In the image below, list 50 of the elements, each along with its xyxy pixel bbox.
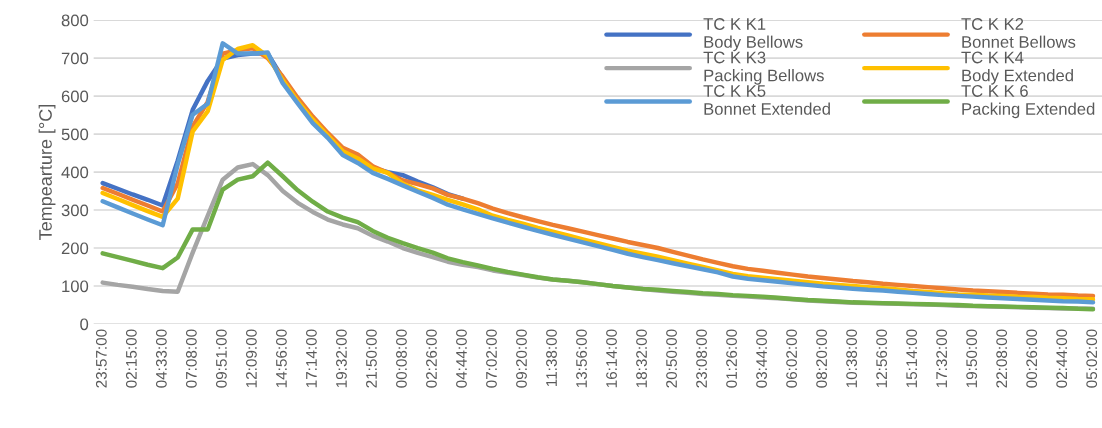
x-tick-label: 05:02:00 (1086, 329, 1098, 388)
y-tick-label: 600 (61, 90, 89, 103)
x-tick-label: 17:14:00 (306, 329, 317, 388)
legend-label: TC K K1 Body Bellows (703, 18, 803, 52)
x-tick-label: 10:38:00 (846, 329, 858, 388)
legend-label: TC K K5 Bonnet Extended (703, 85, 830, 115)
x-tick-label: 22:08:00 (996, 329, 1008, 388)
x-tick-label: 02:44:00 (1056, 329, 1068, 388)
x-tick-label: 03:44:00 (756, 329, 767, 388)
y-tick-label: 500 (61, 128, 89, 141)
x-tick-label: 00:08:00 (396, 329, 407, 388)
y-tick-label: 0 (80, 318, 89, 331)
x-tick-label: 19:32:00 (336, 329, 347, 388)
x-tick-label: 12:56:00 (876, 329, 888, 388)
x-tick-label: 17:32:00 (936, 329, 948, 388)
x-tick-label: 20:50:00 (666, 329, 677, 388)
x-tick-label: 13:56:00 (576, 329, 587, 388)
x-tick-label: 06:02:00 (786, 329, 797, 388)
x-tick-label: 08:20:00 (816, 329, 828, 388)
x-tick-label: 04:33:00 (155, 329, 167, 388)
x-tick-label: 18:32:00 (636, 329, 647, 388)
legend-label: TC K K 6 Packing Extended (961, 85, 1095, 119)
x-tick-label: 11:38:00 (546, 329, 557, 387)
x-tick-label: 14:56:00 (276, 329, 287, 388)
x-tick-label: 07:02:00 (486, 329, 497, 388)
x-tick-label: 09:20:00 (516, 329, 527, 388)
y-axis-title: Tempearture [°C] (38, 105, 56, 240)
x-tick-label: 02:26:00 (426, 329, 437, 388)
x-tick-label: 16:14:00 (606, 329, 617, 388)
x-tick-label: 02:15:00 (125, 329, 137, 388)
x-tick-label: 19:50:00 (966, 329, 978, 388)
x-tick-label: 23:08:00 (696, 329, 707, 388)
x-tick-label: 21:50:00 (366, 329, 377, 388)
x-tick-label: 15:14:00 (906, 329, 918, 388)
x-tick-label: 12:09:00 (246, 329, 257, 388)
y-tick-label: 200 (61, 242, 89, 255)
x-tick-label: 09:51:00 (215, 329, 227, 388)
x-tick-label: 07:08:00 (185, 329, 197, 388)
y-tick-label: 100 (62, 280, 89, 293)
y-tick-label: 800 (61, 14, 89, 27)
y-tick-label: 700 (61, 52, 89, 65)
legend-label: TC K K2 Bonnet Bellows (961, 18, 1076, 48)
x-tick-label: 23:57:00 (95, 329, 107, 388)
x-tick-label: 04:44:00 (456, 329, 467, 388)
legend-label: TC K K3 Packing Bellows (703, 51, 824, 85)
y-tick-label: 300 (61, 204, 89, 217)
x-tick-label: 01:26:00 (726, 329, 737, 388)
y-tick-label: 400 (61, 166, 89, 179)
x-tick-label: 00:26:00 (1026, 329, 1038, 388)
legend-label: TC K K4 Body Extended (961, 51, 1073, 85)
